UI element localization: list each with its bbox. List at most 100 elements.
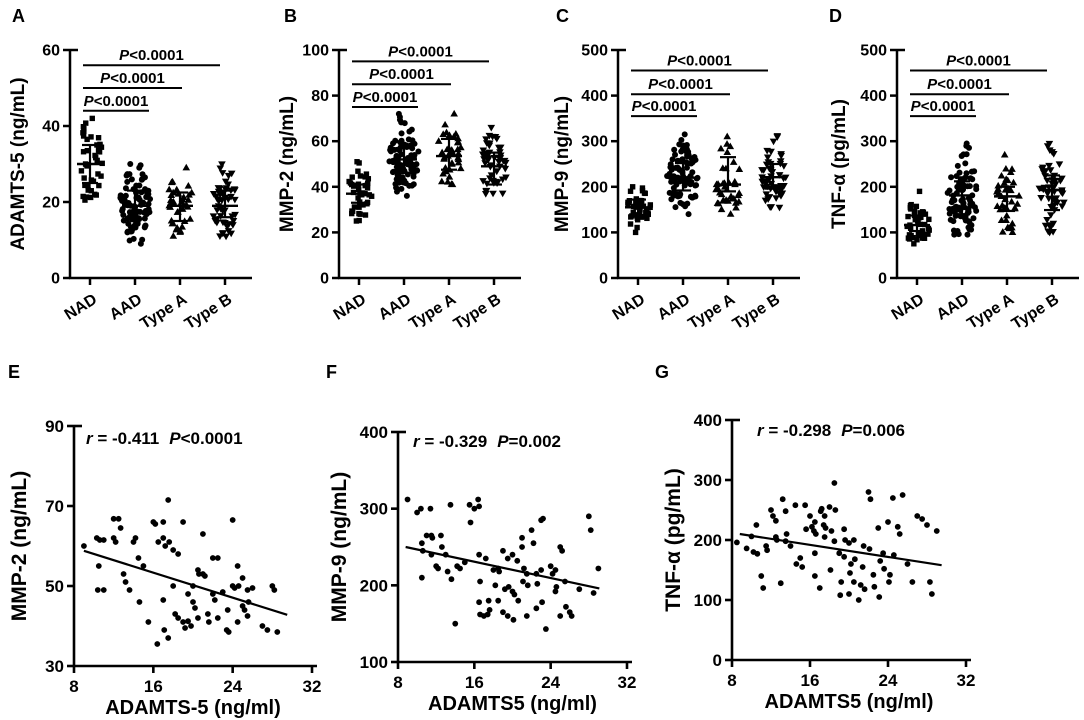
svg-text:Type B: Type B (730, 291, 783, 333)
svg-text:16: 16 (801, 671, 820, 690)
svg-text:0: 0 (878, 271, 887, 288)
svg-text:AAD: AAD (934, 291, 972, 324)
svg-text:24: 24 (223, 677, 242, 696)
svg-text:P<0.0001: P<0.0001 (84, 93, 149, 110)
svg-text:NAD: NAD (610, 291, 648, 324)
svg-text:NAD: NAD (331, 291, 369, 324)
svg-text:200: 200 (360, 576, 388, 595)
svg-text:300: 300 (360, 500, 388, 519)
svg-text:Type A: Type A (964, 291, 1017, 333)
svg-text:16: 16 (144, 677, 163, 696)
panel-e-scatterplot: 30 50 70 90 8 16 24 32 MMP-2 (ng/mL) ADAMTS-5 (ng… (8, 417, 322, 719)
svg-text:AAD: AAD (107, 291, 145, 324)
svg-text:24: 24 (879, 671, 898, 690)
panel-f-scatterplot: 100 200 300 400 8 16 24 32 MMP-9 (ng/mL) ADAMTS5 … (328, 423, 637, 715)
svg-text:80: 80 (311, 88, 329, 105)
svg-text:300: 300 (860, 134, 887, 151)
svg-text:Type B: Type B (451, 291, 504, 333)
svg-text:40: 40 (311, 179, 329, 196)
svg-text:P<0.0001: P<0.0001 (927, 76, 992, 93)
svg-text:90: 90 (45, 417, 64, 436)
svg-text:Type A: Type A (406, 291, 459, 333)
svg-text:500: 500 (581, 43, 608, 60)
panel-label-b: B (284, 6, 297, 26)
svg-text:ADAMTS-5 (ng/mL): ADAMTS-5 (ng/mL) (8, 77, 29, 250)
svg-text:60: 60 (311, 134, 329, 151)
svg-text:8: 8 (393, 673, 402, 692)
svg-text:20: 20 (311, 225, 329, 242)
svg-text:0: 0 (713, 651, 722, 670)
svg-text:0: 0 (599, 271, 608, 288)
panel-label-g: G (655, 362, 670, 382)
svg-text:P<0.0001: P<0.0001 (946, 53, 1011, 70)
svg-text:NAD: NAD (889, 291, 927, 324)
svg-text:P<0.0001: P<0.0001 (632, 98, 697, 115)
svg-text:Type A: Type A (137, 291, 190, 333)
svg-text:16: 16 (465, 673, 484, 692)
svg-text:400: 400 (581, 88, 608, 105)
panel-label-f: F (326, 362, 337, 382)
svg-text:32: 32 (303, 677, 322, 696)
panel-label-c: C (556, 6, 569, 26)
svg-text:MMP-9 (ng/mL): MMP-9 (ng/mL) (552, 96, 573, 232)
svg-text:ADAMTS5 (ng/ml): ADAMTS5 (ng/ml) (428, 693, 597, 715)
svg-text:MMP-9 (ng/mL): MMP-9 (ng/mL) (328, 472, 351, 622)
svg-text:P<0.0001: P<0.0001 (100, 70, 165, 87)
svg-text:32: 32 (957, 671, 976, 690)
svg-text:8: 8 (69, 677, 78, 696)
svg-text:ADAMTS-5 (ng/ml): ADAMTS-5 (ng/ml) (105, 697, 281, 719)
svg-text:30: 30 (45, 657, 64, 676)
svg-text:NAD: NAD (62, 291, 100, 324)
svg-text:P<0.0001: P<0.0001 (911, 98, 976, 115)
svg-text:100: 100 (694, 591, 722, 610)
svg-text:100: 100 (360, 653, 388, 672)
svg-text:ADAMTS5 (ng/ml): ADAMTS5 (ng/ml) (765, 691, 934, 713)
svg-text:200: 200 (694, 531, 722, 550)
svg-text:P<0.0001: P<0.0001 (119, 47, 184, 64)
svg-text:50: 50 (45, 577, 64, 596)
svg-text:400: 400 (860, 88, 887, 105)
panel-g-scatterplot: 0 100 200 300 400 8 16 24 32 TNF-α (pg/mL) ADAMTS5… (662, 411, 976, 713)
svg-text:AAD: AAD (376, 291, 414, 324)
svg-text:500: 500 (860, 43, 887, 60)
svg-text:100: 100 (581, 225, 608, 242)
svg-text:P<0.0001: P<0.0001 (353, 89, 418, 106)
svg-text:P<0.0001: P<0.0001 (667, 53, 732, 70)
svg-text:Type A: Type A (685, 291, 738, 333)
svg-text:400: 400 (694, 411, 722, 430)
svg-text:MMP-2 (ng/mL): MMP-2 (ng/mL) (8, 471, 31, 621)
svg-text:100: 100 (860, 225, 887, 242)
svg-text:24: 24 (541, 673, 560, 692)
svg-text:Type B: Type B (182, 291, 235, 333)
svg-text:400: 400 (360, 423, 388, 442)
svg-text:AAD: AAD (655, 291, 693, 324)
svg-text:TNF-α (pg/mL): TNF-α (pg/mL) (829, 99, 850, 229)
svg-text:0: 0 (320, 271, 329, 288)
panel-label-e: E (8, 362, 21, 382)
svg-text:300: 300 (694, 471, 722, 490)
panel-label-a: A (12, 6, 25, 26)
svg-text:32: 32 (618, 673, 637, 692)
svg-text:100: 100 (302, 43, 329, 60)
svg-text:60: 60 (42, 43, 60, 60)
svg-text:P<0.0001: P<0.0001 (648, 76, 713, 93)
svg-text:40: 40 (42, 119, 60, 136)
svg-text:70: 70 (45, 497, 64, 516)
svg-text:20: 20 (42, 195, 60, 212)
svg-text:200: 200 (581, 179, 608, 196)
svg-text:MMP-2 (ng/mL): MMP-2 (ng/mL) (277, 96, 298, 232)
svg-text:TNF-α (pg/mL): TNF-α (pg/mL) (662, 468, 685, 612)
svg-text:300: 300 (581, 134, 608, 151)
svg-text:Type B: Type B (1009, 291, 1062, 333)
svg-text:200: 200 (860, 179, 887, 196)
svg-text:P<0.0001: P<0.0001 (369, 66, 434, 83)
svg-text:P<0.0001: P<0.0001 (388, 43, 453, 60)
